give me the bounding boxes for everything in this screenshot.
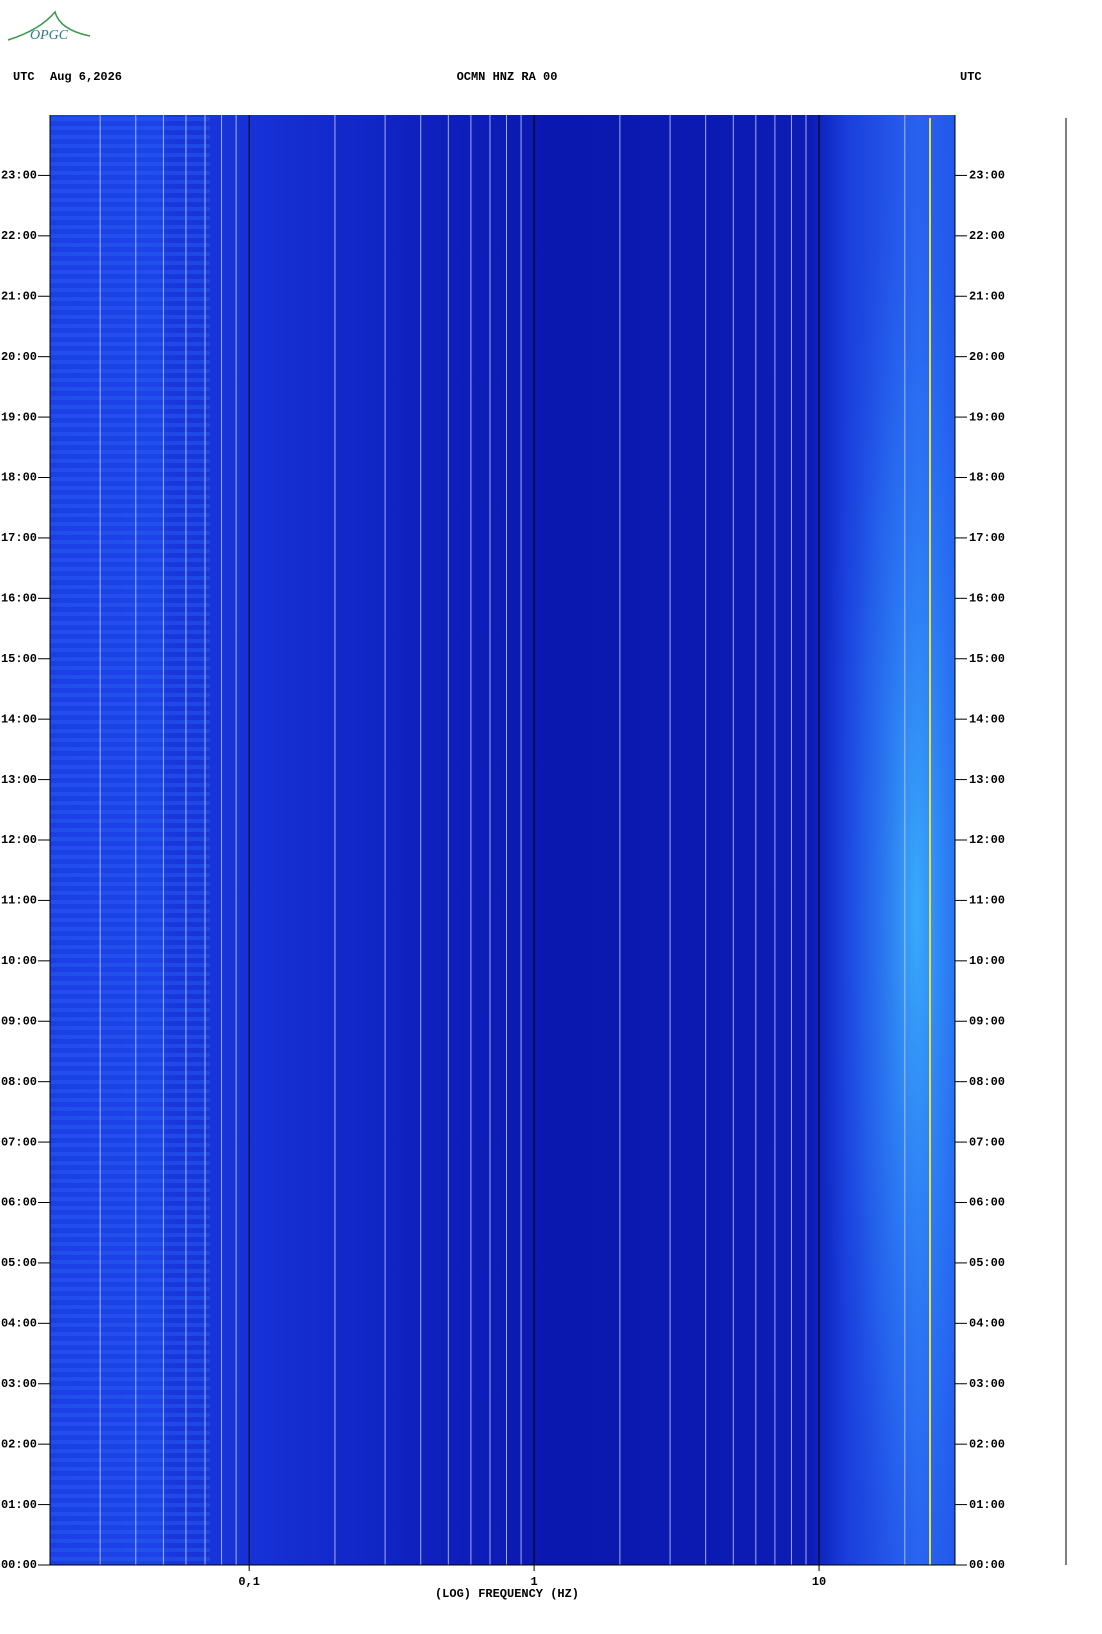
y-tick-label: 23:00: [969, 169, 1005, 183]
y-tick-label: 15:00: [969, 652, 1005, 666]
logo-text: OPGC: [30, 28, 69, 43]
y-tick-label: 01:00: [969, 1498, 1005, 1512]
y-tick-label: 00:00: [1, 1558, 37, 1572]
y-tick-label: 19:00: [1, 410, 37, 424]
y-tick-label: 11:00: [969, 894, 1005, 908]
y-tick-label: 12:00: [1, 833, 37, 847]
x-axis-label: (LOG) FREQUENCY (HZ): [435, 1587, 579, 1601]
x-tick-label: 0,1: [238, 1575, 260, 1589]
y-tick-label: 09:00: [969, 1014, 1005, 1028]
y-tick-label: 16:00: [969, 592, 1005, 606]
y-tick-label: 21:00: [1, 289, 37, 303]
y-tick-label: 05:00: [1, 1256, 37, 1270]
y-tick-label: 00:00: [969, 1558, 1005, 1572]
y-tick-label: 11:00: [1, 894, 37, 908]
y-tick-label: 02:00: [969, 1437, 1005, 1451]
y-tick-label: 06:00: [1, 1196, 37, 1210]
y-tick-label: 15:00: [1, 652, 37, 666]
y-tick-label: 03:00: [1, 1377, 37, 1391]
y-tick-label: 18:00: [969, 471, 1005, 485]
y-tick-label: 23:00: [1, 169, 37, 183]
y-tick-label: 13:00: [1, 773, 37, 787]
y-tick-label: 08:00: [969, 1075, 1005, 1089]
y-tick-label: 19:00: [969, 410, 1005, 424]
y-tick-label: 08:00: [1, 1075, 37, 1089]
y-tick-label: 14:00: [1, 712, 37, 726]
y-tick-label: 07:00: [969, 1135, 1005, 1149]
header-zone: UTC: [13, 70, 35, 84]
y-tick-label: 18:00: [1, 471, 37, 485]
y-tick-label: 22:00: [1, 229, 37, 243]
header-zone: UTC: [960, 70, 982, 84]
y-tick-label: 07:00: [1, 1135, 37, 1149]
y-tick-label: 20:00: [1, 350, 37, 364]
y-tick-label: 12:00: [969, 833, 1005, 847]
y-tick-label: 06:00: [969, 1196, 1005, 1210]
y-tick-label: 10:00: [1, 954, 37, 968]
y-tick-label: 01:00: [1, 1498, 37, 1512]
y-tick-label: 21:00: [969, 289, 1005, 303]
y-tick-label: 17:00: [969, 531, 1005, 545]
logo: OPGC: [7, 10, 91, 43]
spectrogram-texture: [50, 115, 210, 1565]
y-tick-label: 16:00: [1, 592, 37, 606]
y-tick-label: 09:00: [1, 1014, 37, 1028]
header-date: Aug 6,2026: [50, 70, 122, 84]
y-tick-label: 17:00: [1, 531, 37, 545]
x-tick-label: 10: [812, 1575, 826, 1589]
y-tick-label: 03:00: [969, 1377, 1005, 1391]
y-tick-label: 13:00: [969, 773, 1005, 787]
header-station: OCMN HNZ RA 00: [457, 70, 558, 84]
spectrogram: [50, 115, 955, 1565]
y-tick-label: 04:00: [969, 1317, 1005, 1331]
y-tick-label: 10:00: [969, 954, 1005, 968]
y-tick-label: 02:00: [1, 1437, 37, 1451]
y-tick-label: 22:00: [969, 229, 1005, 243]
y-tick-label: 14:00: [969, 712, 1005, 726]
y-tick-label: 04:00: [1, 1317, 37, 1331]
y-tick-label: 05:00: [969, 1256, 1005, 1270]
y-tick-label: 20:00: [969, 350, 1005, 364]
spectrogram-energy: [800, 115, 955, 1565]
x-tick-label: 1: [531, 1575, 538, 1589]
